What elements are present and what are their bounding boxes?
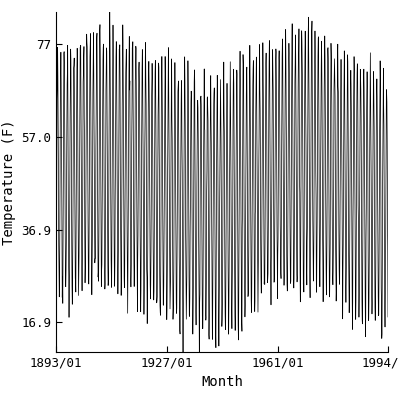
X-axis label: Month: Month — [201, 376, 243, 390]
Y-axis label: Temperature (F): Temperature (F) — [2, 119, 16, 245]
